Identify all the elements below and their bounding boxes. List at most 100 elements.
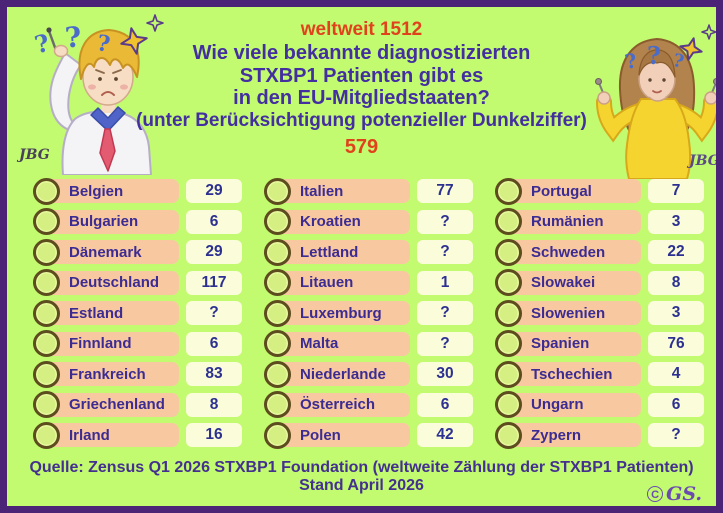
country-label: Rumänien <box>508 209 641 234</box>
country-row-rumaenien: Rumänien 3 <box>495 208 704 235</box>
question-mark: ? <box>647 41 662 70</box>
country-row-italien: Italien 77 <box>264 177 473 205</box>
eu-total: 579 <box>344 135 379 158</box>
country-value: 83 <box>186 362 242 386</box>
country-label: Finnland <box>46 331 179 356</box>
country-value: 22 <box>648 240 704 264</box>
table-column-2: Italien 77 Kroatien? Lettland? Litauen 1 L… <box>264 177 473 449</box>
country-row-bulgarien: Bulgarien 6 <box>33 208 242 235</box>
country-label: Zypern <box>508 423 641 447</box>
country-row-niederlande: Niederlande 30 <box>264 360 473 388</box>
country-value: 7 <box>648 179 704 203</box>
country-value: 1 <box>417 270 473 295</box>
country-label: Irland <box>46 423 179 447</box>
bullet-circle-icon <box>495 330 522 357</box>
country-label: Slowenien <box>508 301 641 325</box>
country-label: Estland <box>46 301 179 325</box>
country-label: Bulgarien <box>46 209 179 234</box>
bullet-circle-icon <box>264 391 291 418</box>
confused-man-illustration: ? ? ? <box>11 20 169 176</box>
country-label: Litauen <box>277 270 410 295</box>
country-row-oesterreich: Österreich 6 <box>264 391 473 418</box>
country-row-ungarn: Ungarn 6 <box>495 391 704 418</box>
country-row-schweden: Schweden 22 <box>495 238 704 266</box>
source-line: Quelle: Zensus Q1 2026 STXBP1 Foundation… <box>29 459 694 476</box>
illustrator-signature: JBG <box>19 147 50 163</box>
bullet-circle-icon <box>264 208 291 235</box>
country-row-luxemburg: Luxemburg? <box>264 299 473 327</box>
country-label: Belgien <box>46 179 179 203</box>
country-value: 117 <box>186 270 242 295</box>
country-label: Italien <box>277 179 410 203</box>
country-label: Luxemburg <box>277 301 410 325</box>
country-label: Tschechien <box>508 362 641 386</box>
country-row-spanien: Spanien 76 <box>495 330 704 357</box>
country-value: ? <box>417 301 473 325</box>
copyright-icon: C <box>647 486 664 502</box>
country-row-kroatien: Kroatien? <box>264 208 473 235</box>
country-label: Dänemark <box>46 240 179 264</box>
country-label: Polen <box>277 423 410 447</box>
country-row-griechenland: Griechenland 8 <box>33 391 242 418</box>
footer: Quelle: Zensus Q1 2026 STXBP1 Foundation… <box>7 459 716 495</box>
bullet-circle-icon <box>495 177 522 205</box>
country-value: 3 <box>648 301 704 325</box>
woman-drawing-icon <box>595 38 716 180</box>
country-value: 8 <box>648 270 704 295</box>
man-drawing-icon <box>46 27 152 176</box>
country-table: Belgien 29 Bulgarien 6 Dänemark 29 Deutschl… <box>33 177 704 449</box>
country-row-slowenien: Slowenien 3 <box>495 299 704 327</box>
country-value: 8 <box>186 392 242 417</box>
bullet-circle-icon <box>264 421 291 449</box>
shrugging-woman-illustration: ? ? ? <box>591 35 716 180</box>
bullet-circle-icon <box>33 177 60 205</box>
bullet-circle-icon <box>264 238 291 266</box>
country-label: Kroatien <box>277 209 410 234</box>
country-row-finnland: Finnland 6 <box>33 330 242 357</box>
country-value: 29 <box>186 240 242 264</box>
country-value: ? <box>417 209 473 234</box>
sparkle-icon <box>679 24 716 61</box>
country-label: Österreich <box>277 392 410 417</box>
country-value: ? <box>648 423 704 447</box>
country-label: Griechenland <box>46 392 179 417</box>
bullet-circle-icon <box>495 299 522 327</box>
country-value: ? <box>186 301 242 325</box>
bullet-circle-icon <box>264 330 291 357</box>
country-label: Lettland <box>277 240 410 264</box>
bullet-circle-icon <box>495 421 522 449</box>
bullet-circle-icon <box>495 391 522 418</box>
country-row-malta: Malta? <box>264 330 473 357</box>
country-row-daenemark: Dänemark 29 <box>33 238 242 266</box>
title-line-2: STXBP1 Patienten gibt es <box>239 64 484 87</box>
country-value: 6 <box>186 209 242 234</box>
bullet-circle-icon <box>33 269 60 296</box>
country-value: 6 <box>648 392 704 417</box>
bullet-circle-icon <box>495 238 522 266</box>
header: weltweit 1512 Wie viele bekannte diagnos… <box>7 19 716 159</box>
bullet-circle-icon <box>264 299 291 327</box>
country-row-deutschland: Deutschland 117 <box>33 269 242 296</box>
country-label: Portugal <box>508 179 641 203</box>
country-value: ? <box>417 331 473 356</box>
bullet-circle-icon <box>495 360 522 388</box>
bullet-circle-icon <box>33 360 60 388</box>
illustrator-signature: JBG <box>689 153 720 169</box>
bullet-circle-icon <box>264 177 291 205</box>
country-row-portugal: Portugal 7 <box>495 177 704 205</box>
bullet-circle-icon <box>33 238 60 266</box>
table-column-1: Belgien 29 Bulgarien 6 Dänemark 29 Deutschl… <box>33 177 242 449</box>
bullet-circle-icon <box>495 208 522 235</box>
date-line: Stand April 2026 <box>299 477 424 494</box>
country-value: 3 <box>648 209 704 234</box>
country-value: 30 <box>417 362 473 386</box>
country-label: Frankreich <box>46 362 179 386</box>
artist-signature: GS. <box>666 483 702 505</box>
country-row-belgien: Belgien 29 <box>33 177 242 205</box>
country-row-zypern: Zypern? <box>495 421 704 449</box>
country-label: Malta <box>277 331 410 356</box>
country-row-lettland: Lettland? <box>264 238 473 266</box>
country-value: 76 <box>648 331 704 356</box>
title-line-4: (unter Berücksichtigung potenzieller Dun… <box>136 109 587 131</box>
bullet-circle-icon <box>33 391 60 418</box>
